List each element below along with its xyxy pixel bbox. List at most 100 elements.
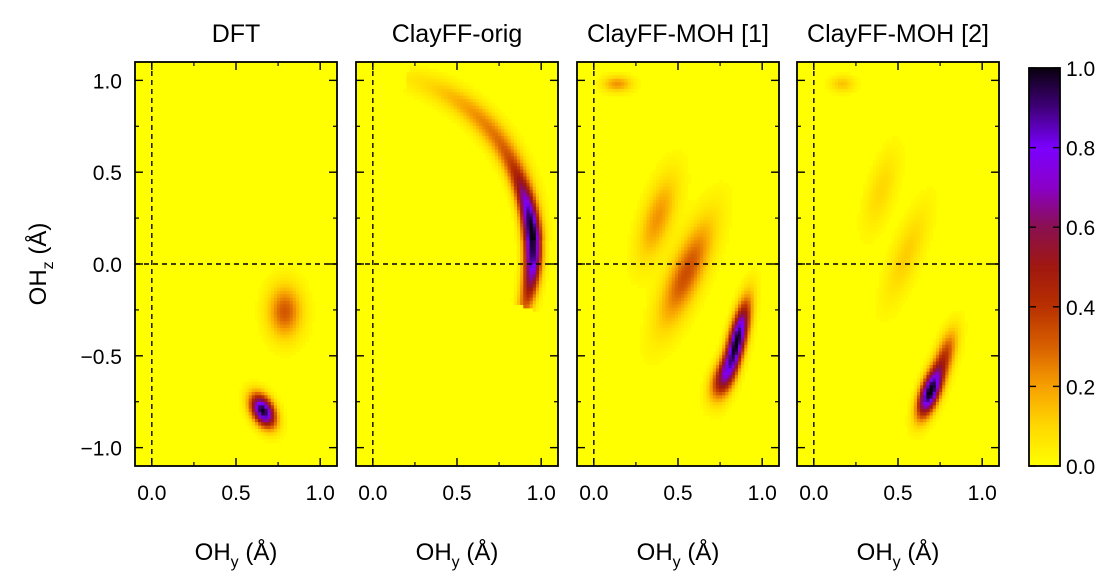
heatmap-cell — [447, 82, 452, 87]
heatmap-cell — [516, 173, 521, 178]
heatmap-cell — [308, 314, 313, 319]
heatmap-cell — [431, 75, 436, 80]
heatmap-cell — [523, 243, 528, 248]
heatmap-cell — [712, 220, 717, 225]
heatmap-cell — [485, 142, 490, 147]
heatmap-cell — [907, 422, 912, 427]
heatmap-cell — [520, 139, 524, 144]
heatmap-cell — [929, 402, 934, 406]
heatmap-cell — [951, 358, 956, 363]
heatmap-cell — [684, 297, 689, 302]
heatmap-cell — [728, 402, 733, 406]
heatmap-cell — [485, 99, 490, 103]
heatmap-cell — [280, 331, 284, 336]
heatmap-cell — [526, 179, 531, 184]
heatmap-cell — [885, 166, 890, 171]
heatmap-cell — [706, 206, 711, 211]
heatmap-cell — [239, 405, 243, 410]
heatmap-cell — [605, 78, 610, 83]
heatmap-cell — [719, 193, 723, 198]
heatmap-cell — [712, 210, 717, 215]
heatmap-cell — [904, 253, 909, 258]
heatmap-cell — [731, 398, 736, 403]
heatmap-cell — [885, 149, 890, 154]
heatmap-cell — [659, 344, 663, 349]
heatmap-cell — [264, 331, 269, 336]
panel-title: ClayFF-orig — [392, 20, 523, 48]
heatmap-cell — [681, 317, 685, 322]
heatmap-cell — [633, 250, 638, 255]
heatmap-cell — [882, 290, 886, 295]
heatmap-cell — [643, 324, 648, 329]
heatmap-cell — [926, 428, 931, 433]
heatmap-cell — [636, 210, 641, 215]
heatmap-cell — [879, 203, 883, 208]
x-tick-label: 0.0 — [137, 482, 166, 505]
heatmap-cell — [681, 186, 685, 191]
heatmap-cell — [875, 203, 880, 208]
heatmap-cell — [251, 405, 256, 410]
heatmap-cell — [719, 391, 723, 396]
heatmap-cell — [913, 378, 918, 383]
heatmap-cell — [678, 314, 682, 319]
heatmap-cell — [737, 317, 742, 322]
heatmap-cell — [655, 250, 660, 255]
heatmap-cell — [501, 129, 505, 134]
heatmap-cell — [920, 216, 924, 221]
heatmap-cell — [901, 173, 905, 178]
heatmap-cell — [834, 88, 839, 93]
heatmap-cell — [649, 317, 654, 322]
heatmap-cell — [618, 82, 622, 87]
heatmap-cell — [929, 233, 934, 238]
heatmap-cell — [891, 274, 896, 279]
heatmap-cell — [513, 136, 518, 141]
heatmap-cell — [690, 243, 695, 248]
heatmap-cell — [678, 163, 682, 167]
heatmap-cell — [926, 412, 931, 417]
heatmap-cell — [856, 82, 861, 87]
heatmap-cell — [898, 253, 902, 258]
x-tick-label: 1.0 — [306, 482, 335, 505]
heatmap-cell — [507, 142, 512, 147]
heatmap-cell — [475, 142, 480, 147]
heatmap-cell — [687, 304, 692, 309]
heatmap-cell — [728, 327, 733, 332]
heatmap-cell — [939, 408, 943, 413]
heatmap-cell — [277, 395, 281, 400]
heatmap-cell — [441, 112, 445, 117]
heatmap-cell — [520, 253, 524, 258]
heatmap-cell — [741, 365, 745, 369]
heatmap-cell — [753, 317, 758, 322]
heatmap-cell — [539, 284, 543, 289]
heatmap-cell — [734, 388, 739, 393]
heatmap-cell — [532, 193, 537, 198]
heatmap-cell — [539, 264, 543, 268]
heatmap-cell — [510, 193, 515, 198]
heatmap-cell — [662, 284, 666, 289]
heatmap-cell — [935, 375, 940, 380]
heatmap-cell — [665, 274, 670, 279]
heatmap-cell — [270, 422, 275, 427]
heatmap-cell — [722, 200, 726, 204]
heatmap-cell — [251, 415, 256, 420]
heatmap-cell — [696, 210, 701, 215]
heatmap-cell — [888, 186, 893, 191]
heatmap-cell — [662, 223, 666, 228]
heatmap-cell — [280, 287, 284, 292]
heatmap-cell — [659, 327, 663, 332]
heatmap-cell — [273, 334, 278, 339]
heatmap-cell — [916, 378, 921, 383]
heatmap-cell — [270, 297, 275, 302]
heatmap-cell — [280, 314, 284, 319]
heatmap-cell — [283, 412, 288, 417]
heatmap-cell — [643, 233, 648, 238]
heatmap-cell — [295, 324, 300, 329]
heatmap-cell — [535, 257, 540, 262]
heatmap-cell — [618, 92, 622, 97]
heatmap-cell — [640, 243, 644, 248]
heatmap-cell — [926, 243, 931, 248]
heatmap-cell — [261, 317, 266, 322]
heatmap-cell — [652, 250, 657, 255]
heatmap-cell — [273, 435, 278, 440]
heatmap-cell — [882, 196, 886, 201]
